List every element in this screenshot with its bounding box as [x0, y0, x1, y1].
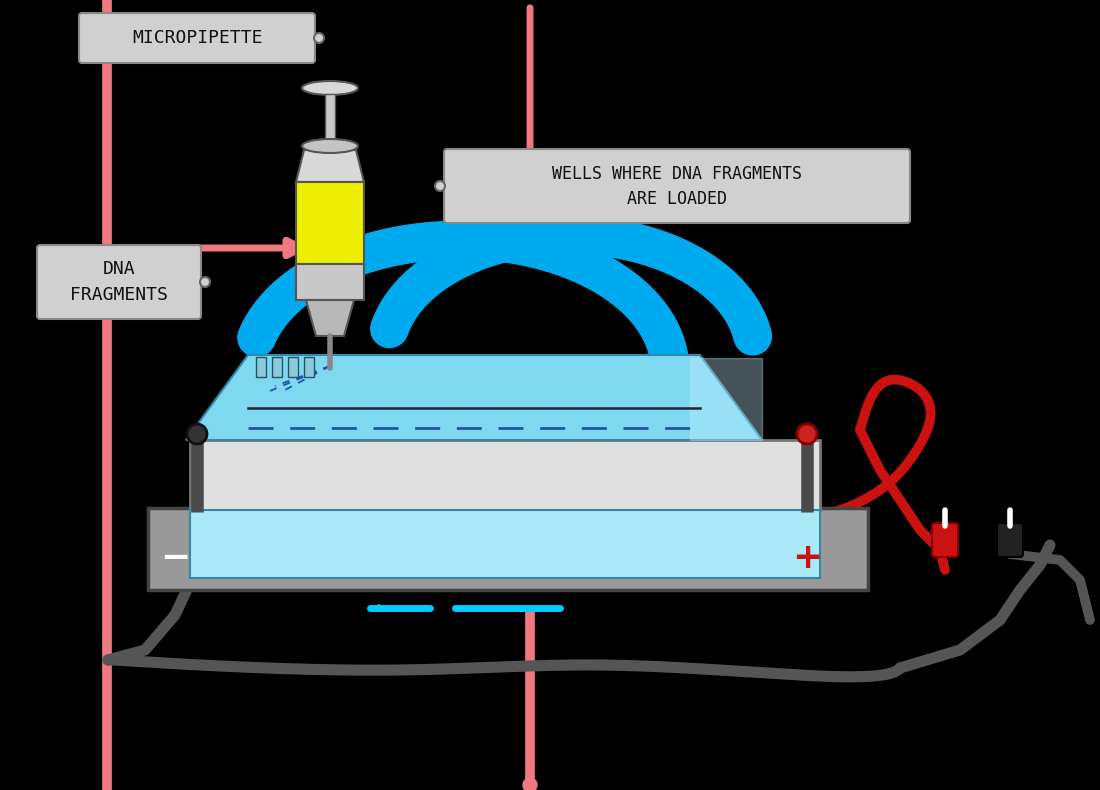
Bar [190, 440, 820, 510]
Circle shape [522, 778, 537, 790]
FancyBboxPatch shape [997, 523, 1023, 557]
Circle shape [200, 277, 210, 287]
Bar [324, 94, 336, 146]
Polygon shape [306, 300, 354, 336]
Ellipse shape [302, 139, 358, 153]
FancyBboxPatch shape [79, 13, 315, 63]
Bar [288, 357, 298, 377]
Bar [148, 508, 868, 590]
Text: MICROPIPETTE: MICROPIPETTE [132, 29, 262, 47]
FancyBboxPatch shape [37, 245, 201, 319]
Text: WELLS WHERE DNA FRAGMENTS
ARE LOADED: WELLS WHERE DNA FRAGMENTS ARE LOADED [552, 164, 802, 208]
Bar [296, 264, 364, 300]
Text: +: + [792, 541, 822, 575]
Bar [304, 357, 313, 377]
Bar [256, 357, 266, 377]
Circle shape [798, 424, 817, 444]
FancyBboxPatch shape [932, 523, 958, 557]
Bar [190, 510, 820, 578]
Circle shape [187, 424, 207, 444]
Bar [296, 182, 364, 264]
FancyBboxPatch shape [444, 149, 910, 223]
Circle shape [434, 181, 446, 191]
Text: DNA
FRAGMENTS: DNA FRAGMENTS [70, 261, 168, 303]
Text: −: − [160, 541, 190, 575]
Polygon shape [186, 355, 762, 440]
Polygon shape [296, 150, 364, 182]
Bar [272, 357, 282, 377]
Ellipse shape [302, 81, 358, 95]
Polygon shape [690, 358, 762, 440]
Circle shape [314, 33, 324, 43]
